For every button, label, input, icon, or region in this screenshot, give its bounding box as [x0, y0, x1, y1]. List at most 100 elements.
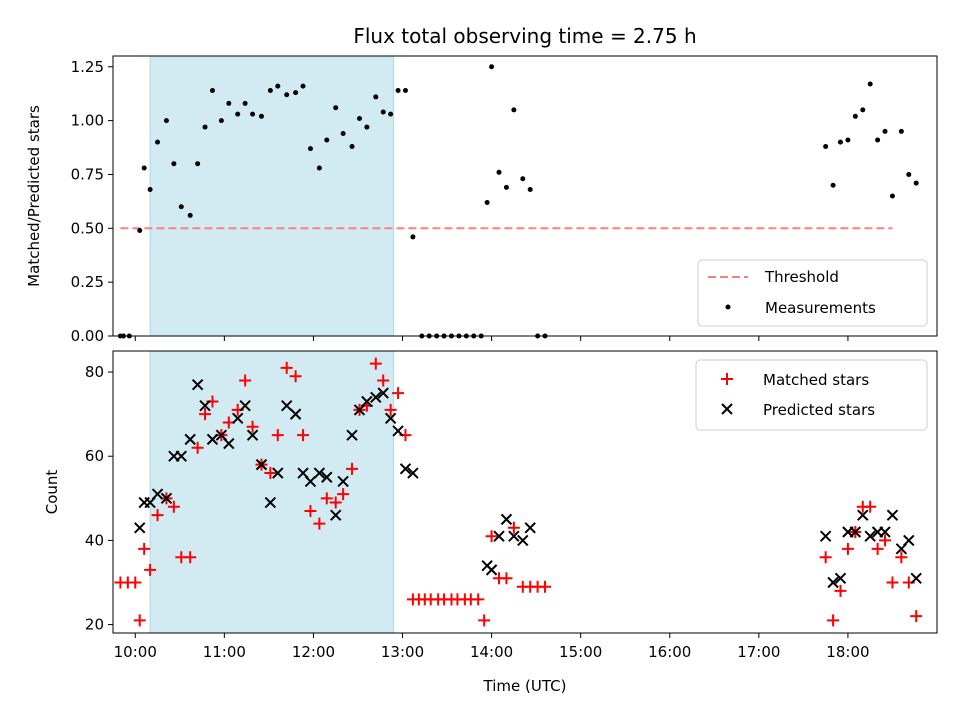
measurement-point [882, 128, 888, 134]
predicted-star-point [370, 391, 382, 404]
predicted-star-point [151, 488, 164, 500]
predicted-star-point [313, 467, 326, 479]
matched-star-point [304, 504, 317, 517]
predicted-star-point [206, 433, 219, 446]
measurement-point [250, 111, 256, 117]
top-axes-frame [112, 55, 938, 337]
bottom-y-tick-label: 80 [85, 363, 104, 381]
matched-star-point [313, 517, 326, 530]
measurement-point [527, 187, 533, 193]
matched-star-point [539, 580, 552, 593]
matched-star-point [138, 542, 151, 555]
bottom-ylabel: Count [43, 470, 61, 515]
matched-star-point [377, 374, 390, 387]
predicted-star-point [239, 400, 251, 412]
measurement-point [258, 113, 264, 119]
predicted-star-point [134, 522, 146, 534]
predicted-star-point [199, 400, 211, 412]
x-tick-label: 12:00 [292, 643, 335, 661]
predicted-star-point [329, 509, 342, 521]
measurement-point [349, 143, 355, 149]
legend-matched-marker [721, 373, 733, 385]
matched-star-point [320, 492, 333, 505]
predicted-star-point [508, 530, 520, 542]
matched-star-point [384, 403, 397, 416]
predicted-star-point [827, 576, 839, 589]
measurement-point [155, 139, 161, 145]
measurement-point [823, 143, 829, 149]
matched-star-point [864, 500, 877, 513]
matched-star-point [191, 441, 204, 454]
matched-star-point [472, 593, 485, 606]
x-tick-label: 14:00 [470, 643, 513, 661]
measurement-point [867, 81, 873, 87]
measurement-point [293, 90, 299, 96]
bottom-y-tick-label: 20 [85, 616, 104, 634]
measurement-point [300, 83, 306, 89]
matched-star-point [144, 563, 157, 576]
x-tick-label: 13:00 [381, 643, 424, 661]
measurement-point [307, 146, 313, 152]
predicted-star-point [264, 496, 277, 509]
bottom-axes-frame [112, 350, 938, 634]
x-tick-label: 11:00 [203, 643, 246, 661]
measurement-point [837, 139, 843, 145]
matched-star-point [264, 467, 277, 480]
predicted-star-point [392, 425, 404, 437]
predicted-star-point [346, 429, 358, 441]
top-ylabel: Matched/Predicted stars [25, 105, 43, 287]
top-panel: 0.00 0.25 0.50 0.75 1.00 1.25 Matched/Predict… [25, 55, 938, 345]
predicted-star-point [175, 450, 188, 462]
legend-predicted-label: Predicted stars [763, 401, 875, 419]
matched-star-point [239, 374, 252, 387]
measurement-point [520, 176, 526, 182]
matched-star-point [280, 361, 293, 374]
predicted-star-point [819, 530, 832, 542]
measurement-point [178, 204, 184, 210]
top-legend-box [697, 259, 928, 327]
measurement-point [906, 171, 912, 177]
matched-star-point [329, 496, 342, 509]
predicted-star-point [184, 433, 196, 446]
measurement-point [235, 111, 241, 117]
observing-window-shade [149, 55, 395, 337]
matched-star-point [879, 534, 892, 547]
predicted-star-point [886, 509, 899, 521]
matched-star-point [895, 551, 908, 564]
bottom-y-tick-label: 60 [85, 447, 104, 465]
measurement-point [913, 180, 919, 186]
matched-star-point [151, 509, 164, 522]
bottom-y-tick-label: 40 [85, 531, 104, 549]
measurement-point [284, 92, 290, 98]
top-y-tick-label: 0.75 [71, 165, 104, 183]
measurement-point [484, 199, 490, 205]
matched-star-point [485, 530, 498, 543]
matched-star-point [289, 370, 302, 383]
matched-star-point [184, 551, 197, 564]
matched-star-point [392, 387, 405, 400]
measurement-point [316, 165, 322, 171]
measurement-point [141, 165, 147, 171]
predicted-star-point [160, 492, 173, 505]
predicted-star-point [304, 475, 317, 488]
predicted-star-point [246, 429, 259, 441]
predicted-star-point [321, 471, 333, 483]
x-tick-label: 18:00 [826, 643, 869, 661]
x-tick-label: 10:00 [114, 643, 157, 661]
top-y-tick-label: 0.50 [71, 219, 104, 237]
measurement-point [830, 182, 836, 188]
measurement-point [226, 100, 232, 106]
predicted-star-point [377, 387, 389, 399]
predicted-star-point [407, 467, 419, 479]
measurement-point [218, 118, 224, 124]
measurement-point [195, 161, 201, 167]
predicted-star-point [834, 572, 847, 584]
legend-measurements-marker [725, 304, 731, 310]
observing-window-shade [149, 350, 395, 634]
measurement-point [324, 137, 330, 143]
predicted-star-point [232, 412, 244, 425]
bottom-legend: Matched stars Predicted stars [695, 359, 928, 431]
measurement-point [845, 137, 851, 143]
measurement-point [147, 187, 153, 193]
predicted-star-point [255, 458, 268, 471]
